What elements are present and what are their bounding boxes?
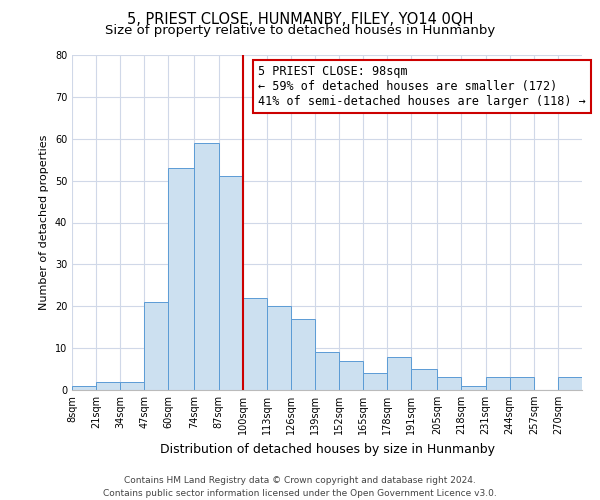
Bar xyxy=(363,373,387,390)
Bar xyxy=(461,386,485,390)
Bar xyxy=(145,302,169,390)
Bar xyxy=(485,378,509,390)
Bar xyxy=(509,378,534,390)
Text: Contains HM Land Registry data © Crown copyright and database right 2024.
Contai: Contains HM Land Registry data © Crown c… xyxy=(103,476,497,498)
Text: Size of property relative to detached houses in Hunmanby: Size of property relative to detached ho… xyxy=(105,24,495,37)
Bar xyxy=(267,306,291,390)
Bar xyxy=(437,378,461,390)
Bar xyxy=(72,386,96,390)
Text: 5 PRIEST CLOSE: 98sqm
← 59% of detached houses are smaller (172)
41% of semi-det: 5 PRIEST CLOSE: 98sqm ← 59% of detached … xyxy=(258,65,586,108)
Bar xyxy=(387,356,412,390)
Bar xyxy=(96,382,120,390)
Bar xyxy=(169,168,194,390)
Bar xyxy=(120,382,145,390)
Y-axis label: Number of detached properties: Number of detached properties xyxy=(39,135,49,310)
Bar xyxy=(412,369,437,390)
Bar xyxy=(218,176,242,390)
Bar xyxy=(315,352,339,390)
Text: 5, PRIEST CLOSE, HUNMANBY, FILEY, YO14 0QH: 5, PRIEST CLOSE, HUNMANBY, FILEY, YO14 0… xyxy=(127,12,473,28)
Bar xyxy=(291,319,315,390)
Bar xyxy=(558,378,582,390)
X-axis label: Distribution of detached houses by size in Hunmanby: Distribution of detached houses by size … xyxy=(160,442,494,456)
Bar xyxy=(194,143,218,390)
Bar xyxy=(339,360,363,390)
Bar xyxy=(242,298,267,390)
